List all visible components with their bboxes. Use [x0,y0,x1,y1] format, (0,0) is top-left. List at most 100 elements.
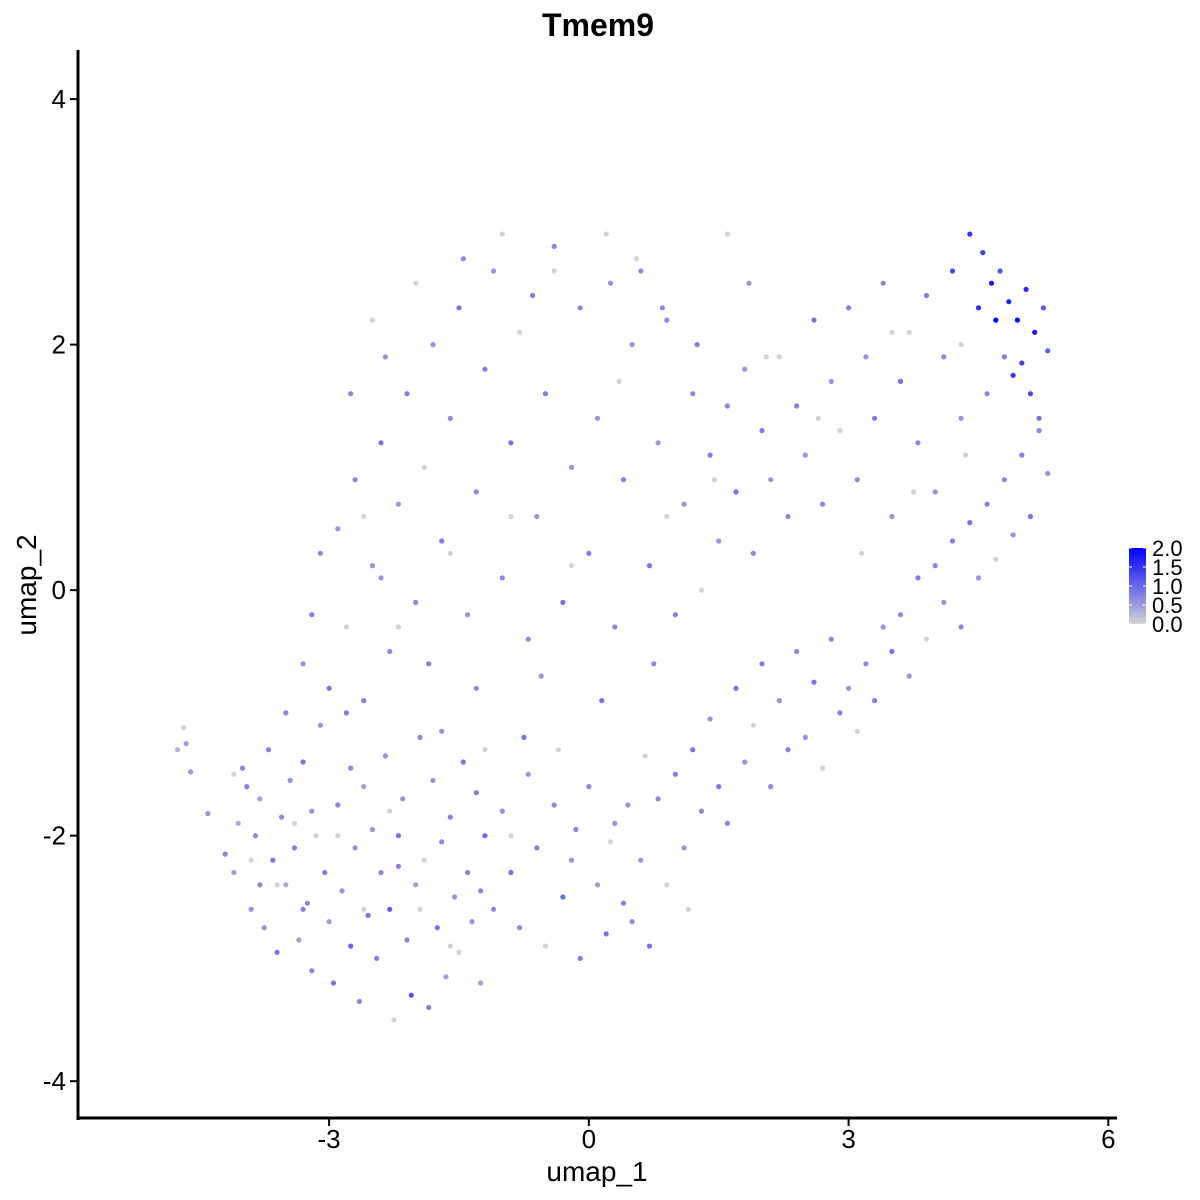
data-point [629,342,635,348]
data-point [447,943,453,949]
data-point [469,919,475,925]
data-point [923,636,930,642]
data-point [958,415,964,421]
y-tick-label: 4 [52,84,66,114]
data-point [439,728,445,734]
data-point [923,292,930,299]
data-point [551,268,557,274]
data-point [1001,354,1008,360]
data-point [473,685,479,691]
data-point [175,747,181,753]
data-point [698,808,705,814]
data-point [309,808,315,814]
data-point [460,256,466,262]
data-point [915,575,921,581]
data-point [291,845,298,851]
data-point [993,317,999,323]
data-point [465,869,471,876]
data-point [478,980,484,986]
data-point [413,280,419,286]
data-point [768,784,774,790]
data-point [309,968,315,974]
data-point [369,563,375,569]
data-point [248,857,254,863]
legend-tick-label: 1.0 [1152,574,1183,599]
data-point [1010,372,1016,378]
data-point [932,489,938,495]
data-point [413,882,419,888]
data-point [335,526,341,532]
data-point [473,790,479,796]
data-point [521,734,527,741]
data-point [932,563,938,569]
data-point [638,268,644,274]
data-point [854,477,860,483]
data-point [958,624,964,630]
data-point [906,329,912,335]
data-point [413,599,419,606]
y-axis-ticks: -4 -2 0 2 4 [43,84,78,1096]
data-point [1006,299,1012,305]
data-point [257,882,263,888]
data-point [599,698,605,704]
data-point [967,520,973,526]
data-point [525,636,531,642]
data-point [408,992,414,998]
data-point [607,280,614,286]
data-point [300,661,306,667]
data-point [785,747,791,753]
data-point [586,550,592,556]
data-point [664,882,670,888]
color-legend-ticks: 0.00.51.01.52.0 [1129,536,1183,637]
data-point [530,292,536,299]
data-point [499,575,505,581]
data-point [815,415,821,421]
data-point [941,599,947,606]
data-point [750,550,757,556]
data-point [577,955,583,962]
data-point [984,391,990,397]
data-point [222,851,228,857]
data-point [880,624,886,630]
legend-tick-label: 1.5 [1152,555,1183,580]
data-point [309,612,315,618]
data-point [326,685,332,691]
data-point [607,839,614,845]
data-point [352,477,358,483]
data-point [188,769,194,775]
data-point [491,906,497,912]
data-point [711,477,718,483]
data-point [508,513,514,520]
data-point [993,556,999,563]
data-point [897,378,904,384]
data-point [369,826,375,833]
data-point [603,931,609,937]
data-point [274,949,280,955]
data-point [517,329,523,335]
data-point [387,648,393,655]
data-point [646,563,653,569]
data-point [482,366,488,372]
data-point [508,833,514,839]
legend-tick-label: 0.0 [1152,612,1183,637]
data-point [1045,470,1051,477]
data-point [348,943,354,949]
data-point [586,784,592,790]
data-point [555,747,562,753]
data-point [542,391,549,397]
data-point [478,888,484,894]
data-point [348,765,354,771]
data-point [577,305,583,311]
data-point [551,243,557,249]
data-point [837,428,843,434]
data-point [343,710,349,716]
data-point [274,882,280,888]
data-point [465,612,471,618]
data-point [361,784,367,790]
data-point [304,900,310,906]
data-point [378,575,384,581]
data-point [1010,532,1016,538]
data-point [742,366,748,372]
data-point [616,378,622,384]
data-point [434,925,440,931]
